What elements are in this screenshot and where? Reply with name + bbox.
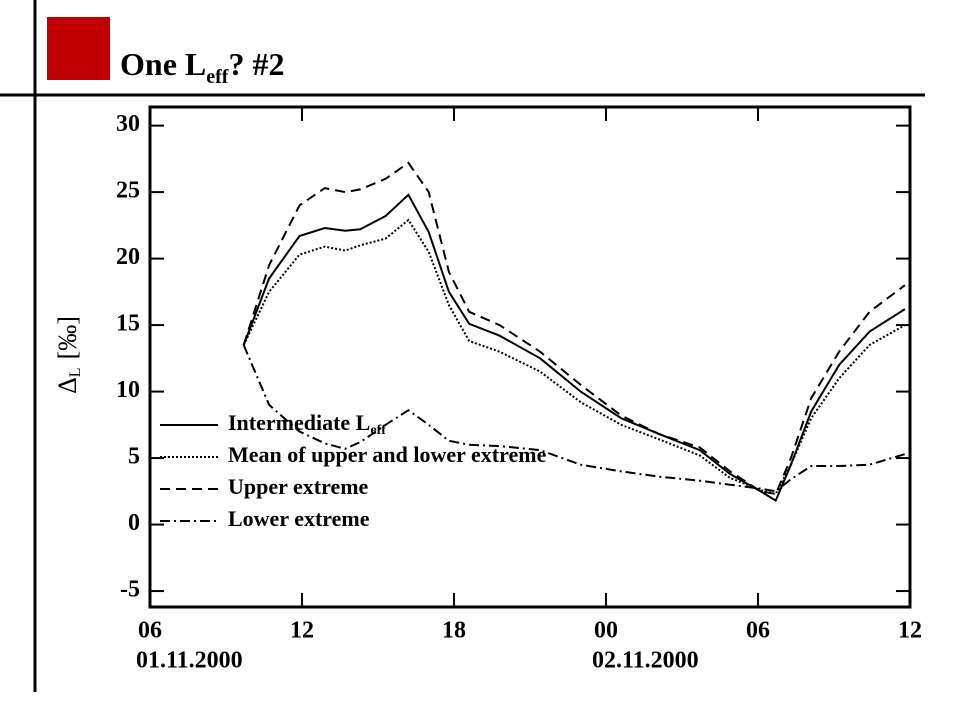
y-tick-label: -5: [120, 577, 140, 603]
y-tick-label: 25: [116, 178, 140, 204]
title-main: One L: [120, 46, 206, 82]
series-line: [242, 193, 906, 503]
y-label-unit: [‰]: [53, 316, 82, 359]
plot-frame: [148, 105, 912, 609]
legend-label-main: Intermediate L: [228, 410, 370, 435]
title-rest: ? #2: [228, 46, 284, 82]
legend-label: Upper extreme: [228, 474, 369, 499]
x-tick-label: 12: [898, 618, 922, 644]
y-tick-label: 10: [116, 377, 140, 403]
slide-title: One Leff? #2: [120, 46, 284, 87]
x-tick-label: 18: [442, 618, 466, 644]
title-square: [47, 17, 110, 80]
legend-label: Lower extreme: [228, 506, 370, 531]
legend-label: Mean of upper and lower extreme: [228, 442, 547, 467]
y-axis-label: ΔL [‰]: [53, 316, 84, 394]
x-date-label: 02.11.2000: [592, 648, 699, 674]
y-tick-label: 5: [128, 444, 140, 470]
y-tick-label: 0: [128, 510, 140, 536]
y-label-main: Δ: [53, 377, 82, 394]
title-sub: eff: [206, 66, 229, 88]
x-tick-label: 06: [746, 618, 770, 644]
series-line: [242, 344, 906, 493]
x-tick-label: 12: [290, 618, 314, 644]
x-date-label: 01.11.2000: [136, 648, 243, 674]
legend-label-sub: eff: [370, 423, 386, 438]
x-tick-label: 06: [138, 618, 162, 644]
x-tick-label: 00: [594, 618, 618, 644]
y-label-sub: L: [67, 367, 84, 377]
y-tick-label: 20: [116, 244, 140, 270]
y-tick-label: 15: [116, 311, 140, 337]
series-line: [242, 161, 906, 496]
y-tick-label: 30: [116, 111, 140, 137]
legend-label: Intermediate Leff: [228, 410, 386, 438]
